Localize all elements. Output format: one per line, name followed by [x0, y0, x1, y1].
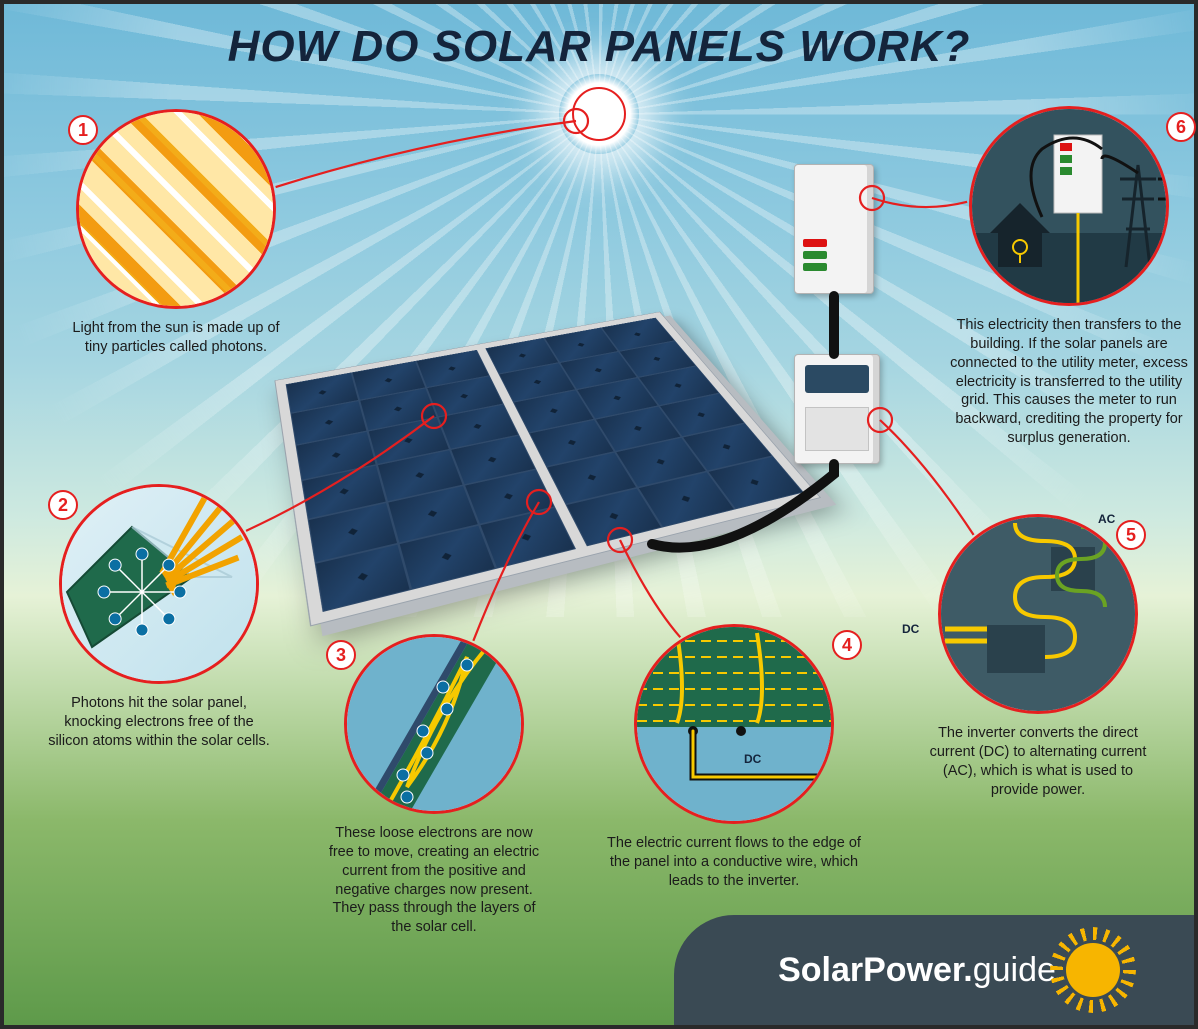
step-caption: The electric current flows to the edge o… [604, 834, 864, 891]
step-3: 3 These loose electrons are now free to m… [324, 634, 544, 937]
led-icon [803, 239, 827, 247]
current-label: AC [1098, 512, 1115, 526]
step-circle [59, 484, 259, 684]
step-caption: This electricity then transfers to the b… [940, 316, 1198, 448]
step-number-badge: 2 [48, 490, 78, 520]
led-icon [803, 263, 827, 271]
step-2: 2 Photons hit the solar panel, knocking e… [46, 484, 272, 751]
brand-text: SolarPower.guide [778, 951, 1056, 990]
inverter-box [794, 354, 880, 464]
step-4: 4 The electric current flows to the edge … [604, 624, 864, 891]
current-label: DC [902, 622, 919, 636]
sun-callout-ring [572, 87, 626, 141]
step-5: 5 The inverter converts the direct curren… [928, 514, 1148, 799]
step-number-badge: 1 [68, 115, 98, 145]
step-circle [938, 514, 1138, 714]
step-number-badge: 6 [1166, 112, 1196, 142]
step-6: 6 This electricity then transfers to the … [940, 106, 1198, 448]
step-circle [969, 106, 1169, 306]
step-number-badge: 5 [1116, 520, 1146, 550]
keypad-icon [805, 407, 869, 451]
step-caption: Light from the sun is made up of tiny pa… [66, 319, 286, 357]
brand-bold: SolarPower. [778, 951, 973, 989]
brand-logo: SolarPower.guide [674, 915, 1194, 1025]
step-circle [76, 109, 276, 309]
step-1: 1 Light from the sun is made up of tiny p… [66, 109, 286, 357]
current-label: DC [744, 752, 761, 766]
step-circle [344, 634, 524, 814]
led-icon [803, 251, 827, 259]
display-icon [805, 365, 869, 393]
breaker-box [794, 164, 874, 294]
sun-icon [1066, 943, 1120, 997]
step-caption: The inverter converts the direct current… [928, 724, 1148, 799]
step-number-badge: 4 [832, 630, 862, 660]
step-circle [634, 624, 834, 824]
step-caption: Photons hit the solar panel, knocking el… [46, 694, 272, 751]
brand-light: guide [973, 951, 1056, 989]
page-title: HOW DO SOLAR PANELS WORK? [4, 22, 1194, 72]
step-caption: These loose electrons are now free to mo… [324, 824, 544, 937]
step-number-badge: 3 [326, 640, 356, 670]
